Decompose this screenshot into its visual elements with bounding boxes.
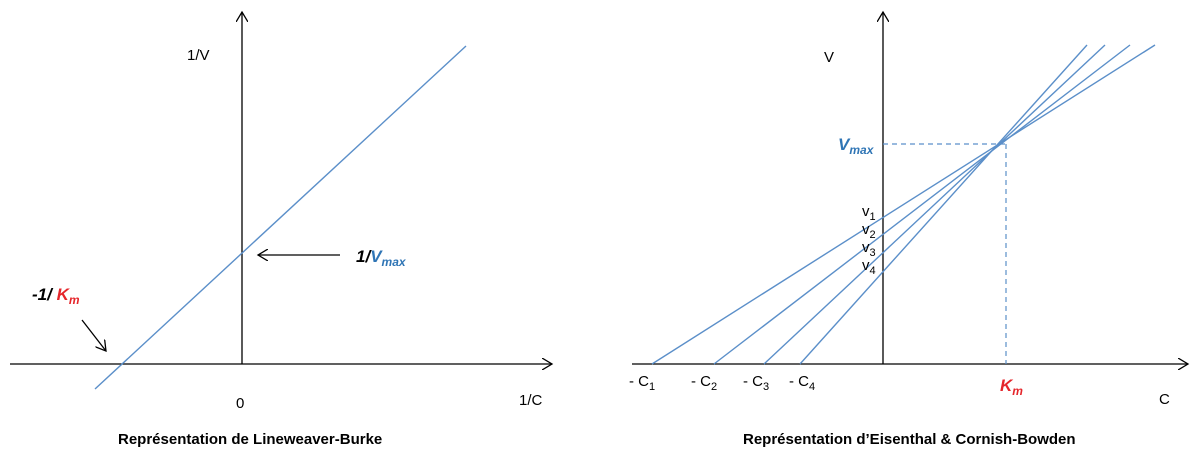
line-c4-v4 — [799, 44, 1088, 365]
x-axis-label: 1/C — [519, 392, 543, 409]
regression-line — [94, 45, 467, 390]
vmax-label: Vmax — [838, 135, 875, 157]
line-c1-v1 — [651, 44, 1156, 365]
right-caption: Représentation d’Eisenthal & Cornish-Bow… — [743, 431, 1076, 448]
c3-label: - C3 — [743, 373, 769, 393]
c1-label: - C1 — [629, 373, 655, 393]
left-caption: Représentation de Lineweaver-Burke — [118, 431, 382, 448]
v3-label: v3 — [862, 239, 876, 259]
v1-label: v1 — [862, 203, 876, 223]
c2-label: - C2 — [691, 373, 717, 393]
y-axis-label: 1/V — [187, 47, 210, 64]
y-axis-label: V — [824, 49, 834, 66]
neg-inv-km-label: -1/ Km — [32, 285, 80, 307]
inv-vmax-label: 1/Vmax — [356, 247, 407, 269]
km-intercept-arrow — [81, 319, 106, 351]
v2-label: v2 — [862, 221, 876, 241]
line-c3-v3 — [763, 44, 1106, 365]
km-label: Km — [1000, 376, 1023, 398]
line-c2-v2 — [713, 44, 1131, 365]
v4-label: v4 — [862, 257, 876, 277]
eisenthal-cornish-bowden-plot: V C Vmax Km v1 v2 v3 v4 - C1 - C2 - C3 -… — [629, 12, 1188, 448]
c4-label: - C4 — [789, 373, 815, 393]
origin-label: 0 — [236, 395, 244, 412]
lineweaver-burke-plot: 1/V 1/C 0 1/Vmax -1/ Km Représentation d… — [10, 12, 552, 448]
x-axis-label: C — [1159, 391, 1170, 408]
